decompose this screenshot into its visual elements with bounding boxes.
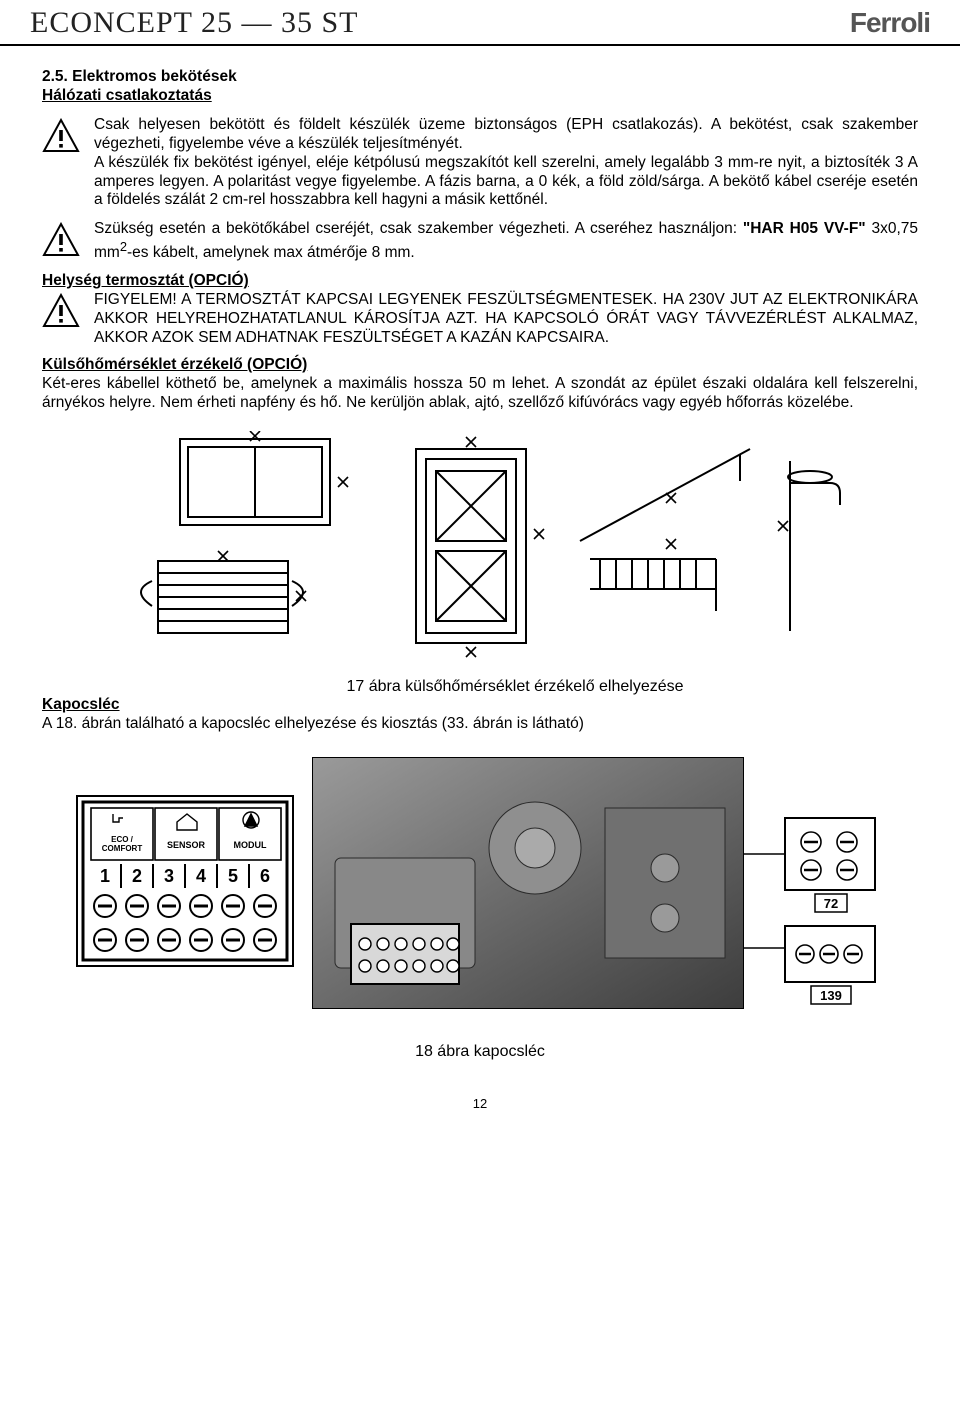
section-net-title: Hálózati csatlakoztatás — [42, 87, 918, 106]
brand-logo: Ferroli — [850, 7, 930, 39]
kapocslec-heading: Kapocsléc — [42, 696, 906, 715]
page-number: 12 — [42, 1096, 918, 1112]
callout-72: 72 — [824, 896, 838, 911]
term-label-modul: MODUL — [234, 840, 267, 850]
thermostat-heading: Helység termosztát (OPCIÓ) — [42, 272, 918, 291]
thermo-body-text: FIGYELEM! A TERMOSZTÁT KAPCSAI LEGYENEK … — [94, 291, 918, 348]
para1b: A készülék fix bekötést igényel, eléje k… — [94, 154, 918, 209]
callout-139: 139 — [820, 988, 842, 1003]
ext-body-text: Két-eres kábellel köthető be, amelynek a… — [42, 375, 918, 413]
warning-icon — [42, 118, 80, 160]
para1a: Csak helyesen bekötött és földelt készül… — [94, 116, 918, 152]
fig17-caption: 17 ábra külsőhőmérséklet érzékelő elhely… — [346, 678, 683, 695]
p2d: -es kábelt, amelynek max átmérője 8 mm. — [127, 244, 415, 261]
svg-text:3: 3 — [164, 866, 174, 886]
svg-text:5: 5 — [228, 866, 238, 886]
para-1-text: Csak helyesen bekötött és földelt készül… — [94, 116, 918, 211]
superscript-2: 2 — [120, 239, 127, 254]
term-label-eco: ECO / — [111, 835, 134, 844]
warning-icon — [42, 293, 80, 335]
kapocslec-body: A 18. ábrán található a kapocsléc elhely… — [42, 715, 918, 734]
para-block-1: Csak helyesen bekötött és földelt készül… — [42, 116, 918, 211]
fig18-caption: 18 ábra kapocsléc — [42, 1042, 918, 1062]
warning-icon — [42, 222, 80, 264]
document-body: 2.5. Elektromos bekötések Hálózati csatl… — [0, 46, 960, 1142]
svg-text:2: 2 — [132, 866, 142, 886]
para-2-text: Szükség esetén a bekötőkábel cseréjét, c… — [94, 220, 918, 263]
ext-sensor-heading: Külsőhőmérséklet érzékelő (OPCIÓ) — [42, 356, 918, 375]
svg-text:4: 4 — [196, 866, 206, 886]
p2a: Szükség esetén a bekötőkábel cseréjét, c… — [94, 220, 743, 237]
svg-text:6: 6 — [260, 866, 270, 886]
header-bar: ECONCEPT 25 — 35 ST Ferroli — [0, 0, 960, 46]
model-name: ECONCEPT 25 — 35 ST — [30, 6, 358, 40]
term-label-sensor: SENSOR — [167, 840, 206, 850]
figure-17 — [42, 431, 918, 667]
kapocslec-row: 17 ábra külsőhőmérséklet érzékelő elhely… — [42, 677, 918, 697]
section-number-title: 2.5. Elektromos bekötések — [42, 68, 918, 87]
para-block-3: FIGYELEM! A TERMOSZTÁT KAPCSAI LEGYENEK … — [42, 291, 918, 348]
figure-18: ECO / COMFORT SENSOR MODUL 1 2 3 4 5 6 — [42, 748, 918, 1024]
p2b: "HAR H05 VV-F" — [743, 220, 866, 237]
svg-text:COMFORT: COMFORT — [102, 844, 143, 853]
svg-text:1: 1 — [100, 866, 110, 886]
para-block-2: Szükség esetén a bekötőkábel cseréjét, c… — [42, 220, 918, 264]
